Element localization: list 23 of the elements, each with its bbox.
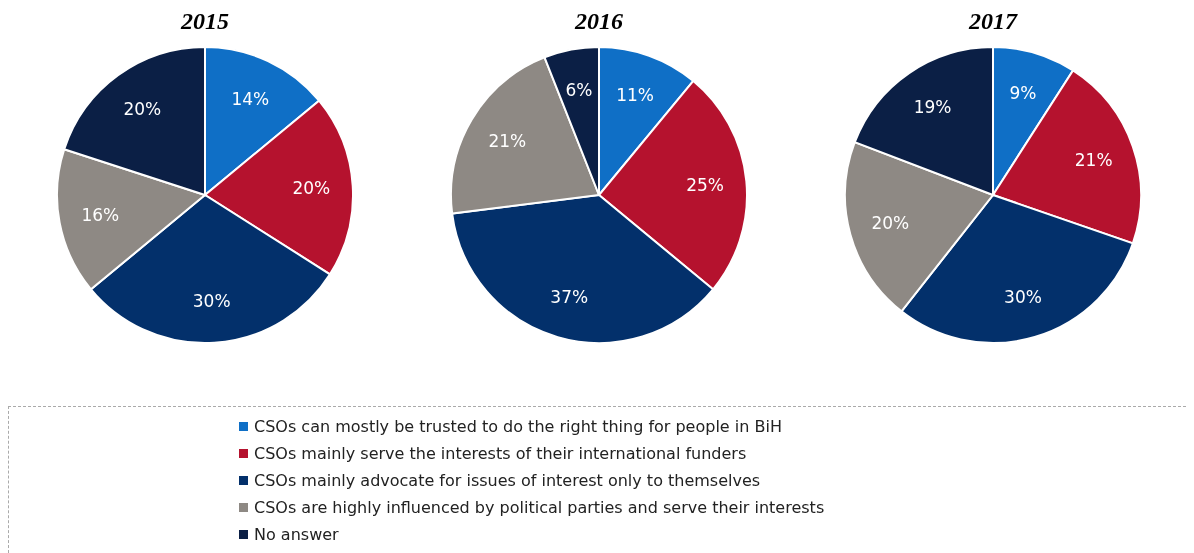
chart-title: 2015 [181,8,229,36]
data-label: 25% [686,174,724,195]
legend-label: CSOs can mostly be trusted to do the right thing for people in BiH [254,417,782,436]
chart-title: 2016 [575,8,623,36]
data-label: 30% [192,291,231,312]
data-label: 37% [550,287,589,308]
data-label: 21% [488,130,527,151]
data-label: 14% [231,88,270,109]
data-label: 20% [292,178,331,199]
data-label: 11% [616,84,654,105]
data-label: 9% [1009,82,1037,103]
data-label: 16% [81,204,120,225]
legend-label: CSOs are highly influenced by political parties and serve their interests [254,498,825,517]
data-label: 19% [913,97,952,118]
data-label: 20% [871,213,910,234]
legend-label: No answer [254,525,339,544]
data-label: 6% [565,80,593,101]
legend-label: CSOs mainly serve the interests of their international funders [254,444,747,463]
data-label: 30% [1004,287,1042,308]
chart-title: 2017 [969,8,1017,36]
data-label: 21% [1074,150,1113,171]
legend-label: CSOs mainly advocate for issues of interest only to themselves [254,471,761,490]
data-label: 20% [123,98,162,119]
